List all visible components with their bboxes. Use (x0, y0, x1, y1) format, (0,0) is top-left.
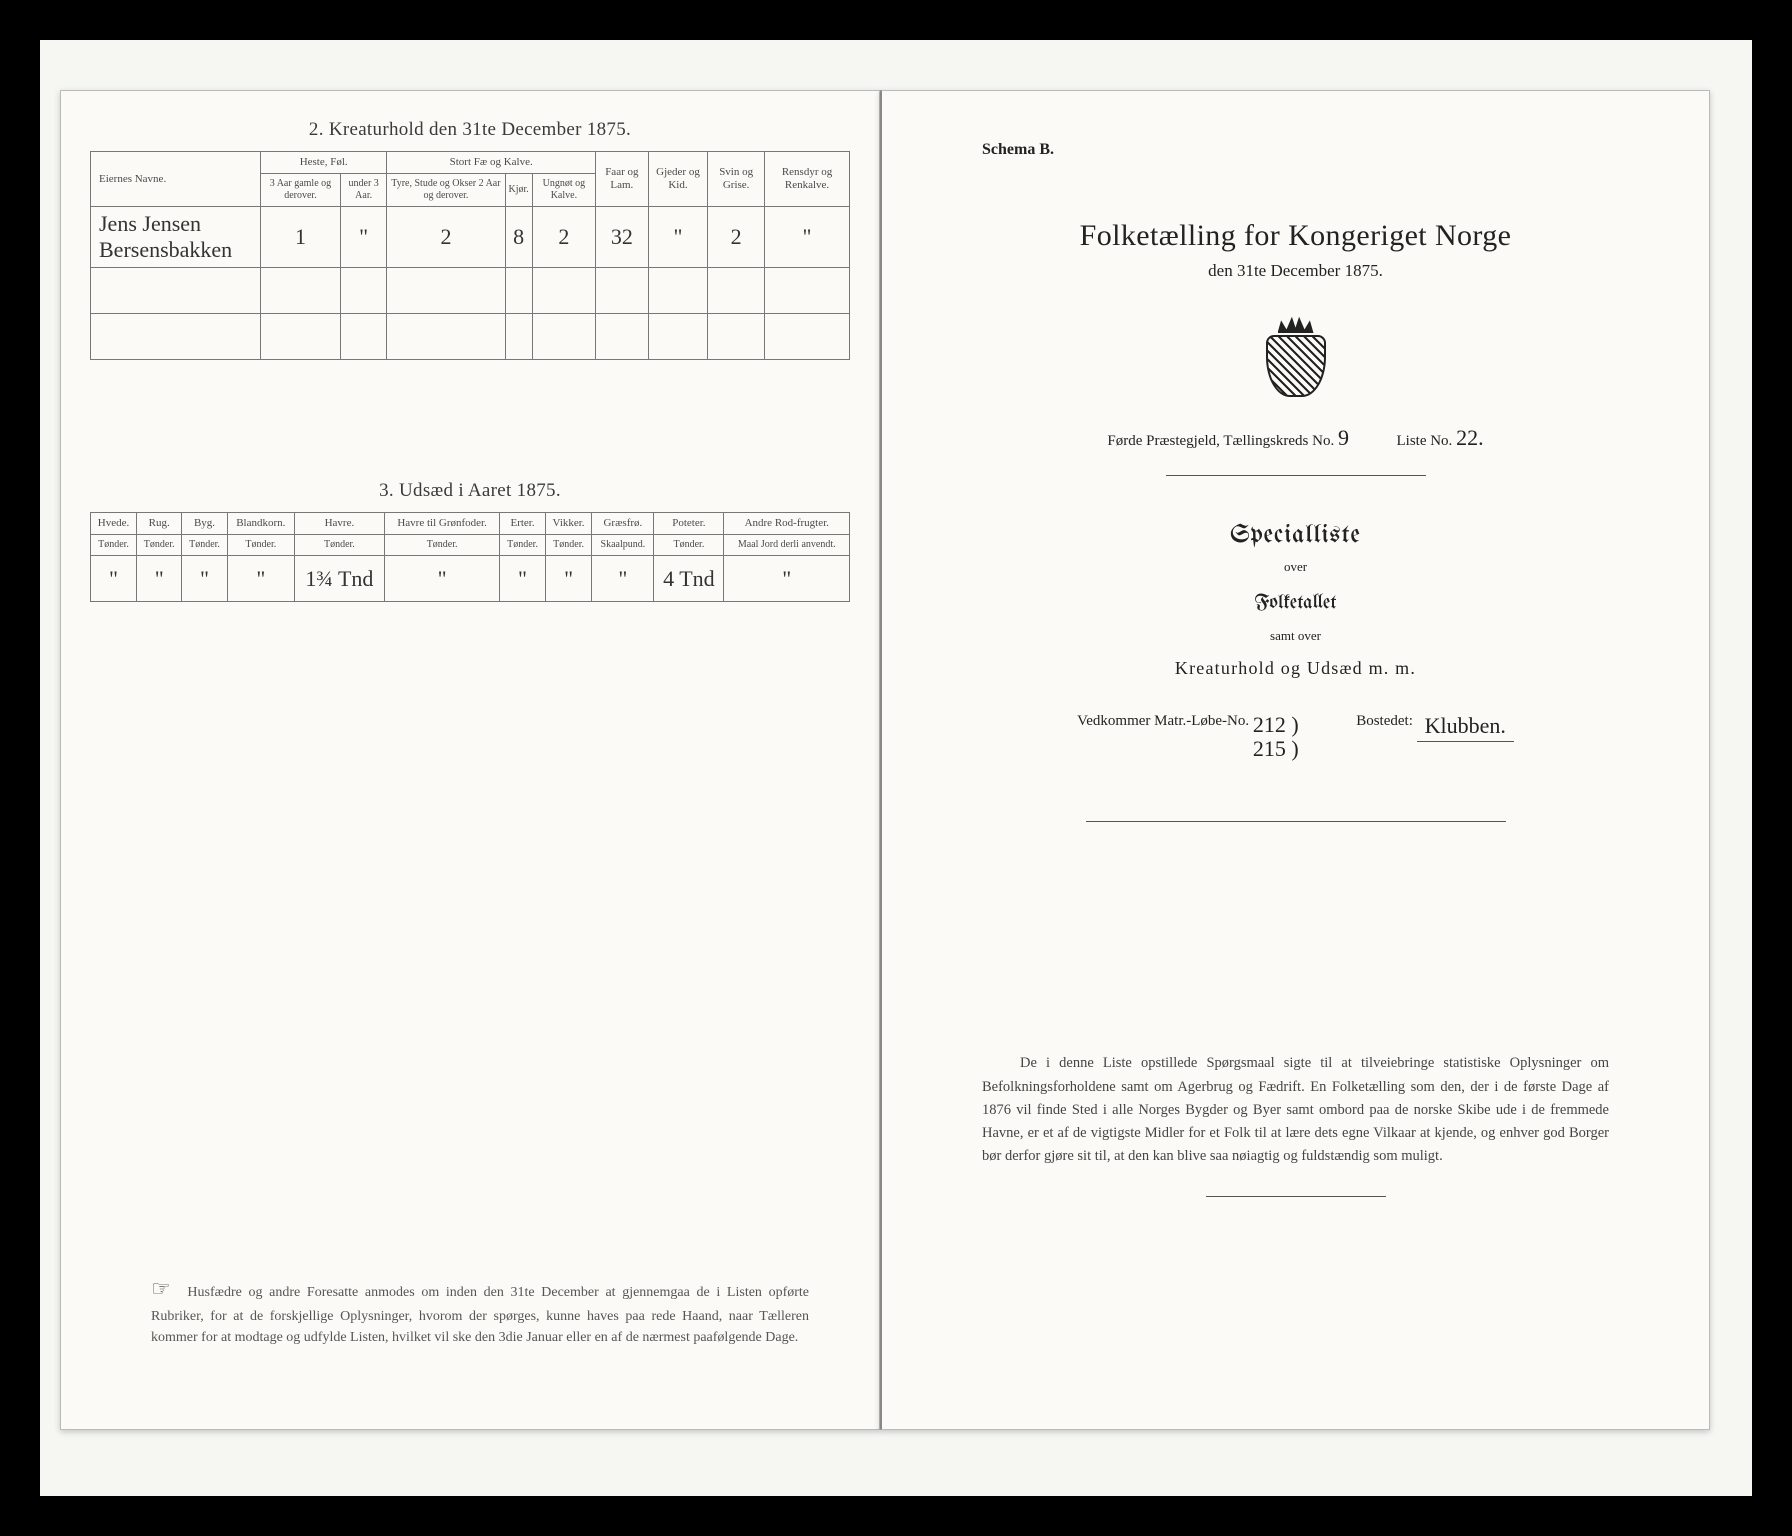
th: Andre Rod-frugter. (724, 513, 850, 535)
cell: 1 (261, 207, 341, 268)
th-name: Eiernes Navne. (91, 152, 261, 207)
th-sub: Tønder. (227, 535, 294, 556)
cell: " (340, 207, 386, 268)
th-heste1: 3 Aar gamle og derover. (261, 174, 341, 207)
matr-no-a: 212 ) (1253, 712, 1299, 737)
cell: " (384, 556, 500, 602)
matr-no-b: 215 ) (1253, 736, 1299, 761)
udsaed-table: Hvede. Rug. Byg. Blandkorn. Havre. Havre… (90, 512, 850, 602)
cell: 4 Tnd (654, 556, 724, 602)
th-sub: Tønder. (545, 535, 592, 556)
cell: " (765, 207, 850, 268)
cell: 2 (708, 207, 765, 268)
left-footnote: ☞ Husfædre og andre Foresatte anmodes om… (151, 1272, 809, 1349)
cell: " (91, 556, 137, 602)
th: Græsfrø. (592, 513, 654, 535)
footnote-text: Husfædre og andre Foresatte anmodes om i… (151, 1285, 809, 1346)
th: Blandkorn. (227, 513, 294, 535)
th: Rug. (137, 513, 182, 535)
coat-of-arms-icon (1260, 315, 1332, 399)
divider (1206, 1196, 1386, 1197)
bottom-paragraph: De i denne Liste opstillede Spørgsmaal s… (982, 1052, 1609, 1168)
cell: " (648, 207, 708, 268)
cell: " (182, 556, 227, 602)
th: Poteter. (654, 513, 724, 535)
th-sub: Tønder. (91, 535, 137, 556)
th-stort1: Tyre, Stude og Okser 2 Aar og derover. (387, 174, 505, 207)
divider (1166, 475, 1426, 476)
liste-label: Liste No. (1396, 433, 1452, 449)
pointing-hand-icon: ☞ (151, 1276, 171, 1301)
left-page: 2. Kreaturhold den 31te December 1875. E… (60, 90, 880, 1430)
th: Havre. (294, 513, 384, 535)
bosted-label: Bostedet: (1356, 713, 1413, 730)
cell-name: Jens Jensen Bersensbakken (91, 207, 261, 268)
census-subtitle: den 31te December 1875. (972, 261, 1619, 281)
cell: " (137, 556, 182, 602)
vedkommer-line: Vedkommer Matr.-Løbe-No. 212 ) 215 ) Bos… (972, 713, 1619, 761)
th-faar: Faar og Lam. (595, 152, 648, 207)
table-row (91, 268, 850, 314)
cell: 1¾ Tnd (294, 556, 384, 602)
th: Vikker. (545, 513, 592, 535)
over-label: over (972, 559, 1619, 575)
table-row: Jens Jensen Bersensbakken 1 " 2 8 2 32 "… (91, 207, 850, 268)
cell: " (545, 556, 592, 602)
schema-label: Schema B. (982, 141, 1619, 159)
th-sub: Skaalpund. (592, 535, 654, 556)
right-page: Schema B. Folketælling for Kongeriget No… (880, 90, 1710, 1430)
cell: " (724, 556, 850, 602)
bosted-value: Klubben. (1417, 713, 1514, 742)
table2-title: 2. Kreaturhold den 31te December 1875. (61, 119, 879, 141)
cell: 2 (532, 207, 595, 268)
th-sub: Tønder. (137, 535, 182, 556)
kreds-no: 9 (1338, 425, 1349, 450)
kreatur-line: Kreaturhold og Udsæd m. m. (972, 658, 1619, 679)
table-row (91, 314, 850, 360)
th-stort: Stort Fæ og Kalve. (387, 152, 596, 174)
th-stort3: Ungnøt og Kalve. (532, 174, 595, 207)
th-sub: Tønder. (182, 535, 227, 556)
kreaturhold-table: Eiernes Navne. Heste, Føl. Stort Fæ og K… (90, 151, 850, 360)
th-svin: Svin og Grise. (708, 152, 765, 207)
census-title: Folketælling for Kongeriget Norge (972, 219, 1619, 253)
th-stort2: Kjør. (505, 174, 532, 207)
table3-title: 3. Udsæd i Aaret 1875. (61, 480, 879, 502)
th: Erter. (500, 513, 545, 535)
parish-line: Førde Præstegjeld, Tællingskreds No. 9 L… (972, 425, 1619, 451)
th-sub: Tønder. (500, 535, 545, 556)
th-heste: Heste, Føl. (261, 152, 387, 174)
parish-label: Førde Præstegjeld, Tællingskreds No. (1107, 433, 1334, 449)
scan-frame: 2. Kreaturhold den 31te December 1875. E… (40, 40, 1752, 1496)
liste-no: 22. (1456, 425, 1484, 450)
th-rensdyr: Rensdyr og Renkalve. (765, 152, 850, 207)
th-sub: Tønder. (294, 535, 384, 556)
th-gjeder: Gjeder og Kid. (648, 152, 708, 207)
samt-label: samt over (972, 628, 1619, 644)
folketallet-heading: Folketallet (972, 593, 1619, 614)
vedk-label: Vedkommer Matr.-Løbe-No. (1077, 713, 1249, 730)
th-sub: Tønder. (654, 535, 724, 556)
cell: " (592, 556, 654, 602)
cell: 32 (595, 207, 648, 268)
th-sub: Maal Jord derli anvendt. (724, 535, 850, 556)
th: Byg. (182, 513, 227, 535)
cell: " (500, 556, 545, 602)
cell: 8 (505, 207, 532, 268)
bottom-text: De i denne Liste opstillede Spørgsmaal s… (982, 1055, 1609, 1164)
specialliste-heading: Specialliste (972, 522, 1619, 549)
th-heste2: under 3 Aar. (340, 174, 386, 207)
cell: 2 (387, 207, 505, 268)
th: Havre til Grønfoder. (384, 513, 500, 535)
th: Hvede. (91, 513, 137, 535)
divider (1086, 821, 1506, 822)
table-row: " " " " 1¾ Tnd " " " " 4 Tnd " (91, 556, 850, 602)
th-sub: Tønder. (384, 535, 500, 556)
cell: " (227, 556, 294, 602)
